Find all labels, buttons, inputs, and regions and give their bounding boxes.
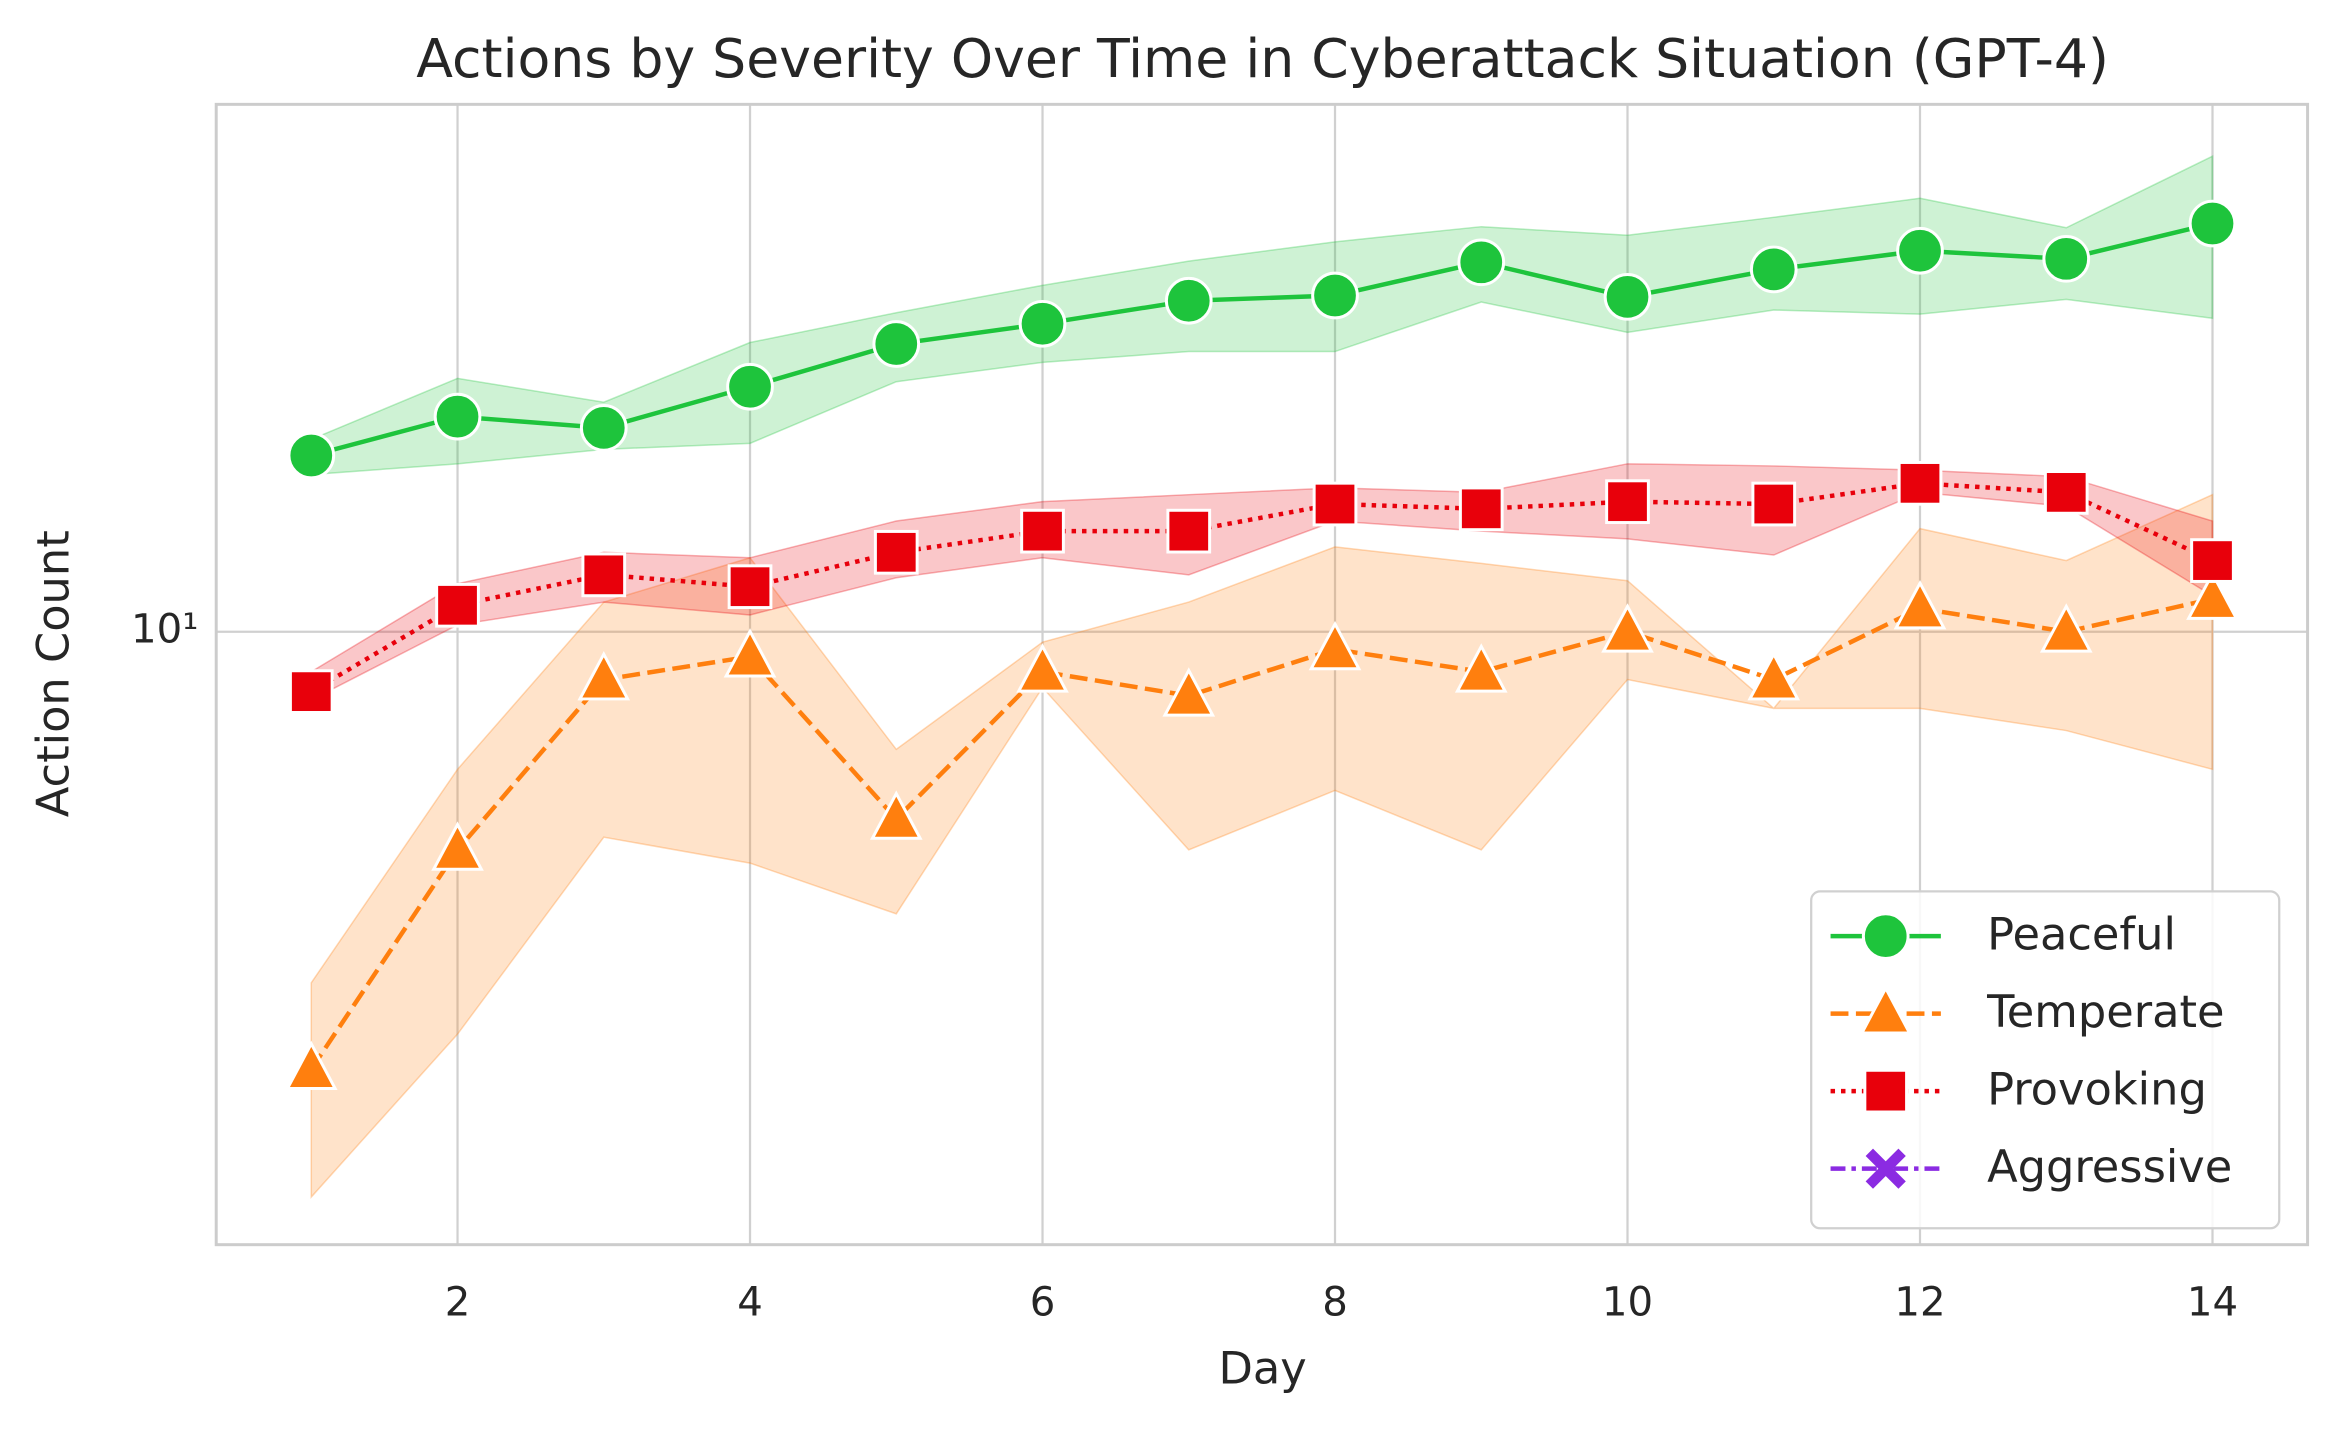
- x-tick-label: 10: [1602, 1279, 1653, 1325]
- marker: [1457, 238, 1506, 287]
- marker: [1454, 643, 1508, 693]
- marker: [2186, 570, 2239, 620]
- marker: [433, 392, 482, 441]
- legend-box: [1810, 890, 2281, 1230]
- marker: [577, 651, 631, 701]
- marker: [2039, 603, 2093, 653]
- marker: [287, 431, 336, 480]
- series-line: [310, 481, 2214, 694]
- y-tick-label: 10¹: [131, 607, 198, 653]
- marker: [1166, 508, 1212, 554]
- marker: [284, 1040, 338, 1091]
- legend-label: Peaceful: [1987, 908, 2176, 961]
- series-line: [310, 221, 2214, 458]
- marker: [727, 564, 773, 610]
- marker: [1897, 460, 1943, 506]
- marker: [1308, 620, 1362, 671]
- marker: [431, 821, 484, 871]
- marker: [1312, 481, 1358, 527]
- marker: [1018, 299, 1067, 348]
- marker: [1751, 481, 1797, 527]
- x-tick-label: 6: [1030, 1279, 1056, 1325]
- legend-marker: [1865, 1148, 1906, 1189]
- series-line: [309, 596, 2213, 1071]
- marker: [873, 529, 919, 575]
- marker: [1896, 226, 1944, 275]
- y-axis-label: Action Count: [27, 530, 80, 817]
- x-tick-label: 4: [737, 1279, 763, 1325]
- confidence-band: [310, 155, 2214, 476]
- marker: [1164, 276, 1213, 325]
- x-tick-label: 8: [1322, 1279, 1348, 1325]
- marker: [2043, 470, 2089, 515]
- chart-title: Actions by Severity Over Time in Cyberat…: [416, 27, 2109, 90]
- marker: [1601, 603, 1654, 653]
- x-tick-label: 12: [1894, 1279, 1945, 1325]
- marker: [1749, 245, 1798, 294]
- marker: [2042, 234, 2091, 283]
- marker: [435, 582, 480, 628]
- x-tick-label: 14: [2187, 1279, 2238, 1325]
- confidence-band: [310, 493, 2214, 1199]
- legend-marker: [1859, 985, 1913, 1035]
- marker: [2190, 538, 2235, 583]
- marker: [1458, 486, 1504, 532]
- legend-label: Provoking: [1987, 1063, 2207, 1116]
- marker: [723, 628, 777, 678]
- marker: [1893, 579, 1947, 630]
- marker: [1311, 271, 1359, 320]
- marker: [2188, 199, 2237, 248]
- marker: [1605, 479, 1650, 525]
- legend-label: Temperate: [1986, 985, 2224, 1038]
- marker: [1020, 508, 1065, 554]
- plot-frame: [214, 102, 2310, 1247]
- marker: [726, 362, 774, 411]
- legend-marker: [1861, 912, 1910, 960]
- marker: [581, 552, 627, 598]
- marker: [1747, 651, 1801, 701]
- marker: [288, 669, 334, 714]
- x-axis-label: Day: [1218, 1341, 1306, 1394]
- legend-label: Aggressive: [1987, 1140, 2232, 1193]
- marker: [1016, 643, 1069, 693]
- marker: [872, 320, 921, 368]
- marker: [1162, 667, 1216, 717]
- marker: [1603, 272, 1652, 321]
- marker: [869, 790, 923, 840]
- x-tick-label: 2: [445, 1279, 471, 1325]
- legend-marker: [1863, 1068, 1909, 1114]
- marker: [579, 403, 628, 452]
